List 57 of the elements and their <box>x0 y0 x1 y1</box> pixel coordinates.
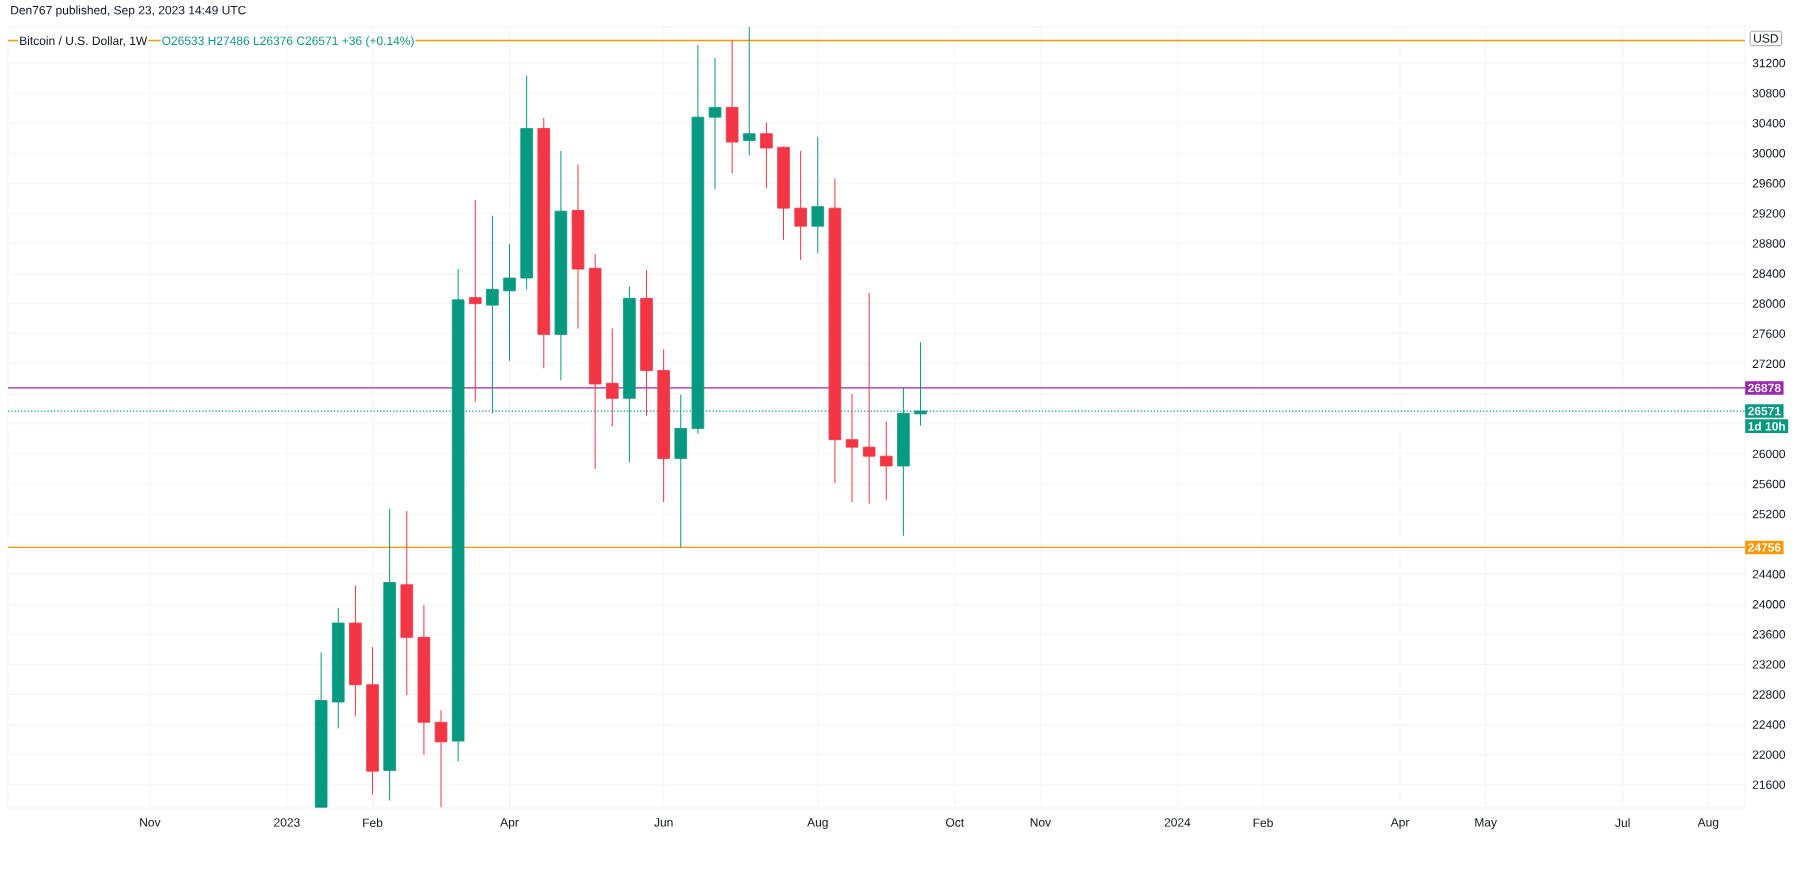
x-tick-label: Apr <box>1390 818 1410 829</box>
text: 1d 10h <box>1748 421 1785 431</box>
y-tick-label: 30400 <box>1752 118 1786 128</box>
x-tick-label: Aug <box>807 818 828 829</box>
x-tick-label: Feb <box>363 818 383 828</box>
y-axis-title: USD <box>1754 34 1778 43</box>
y-tick-label: 27200 <box>1752 359 1786 369</box>
x-tick-label: Nov <box>140 818 161 827</box>
y-tick-label: 22800 <box>1752 690 1786 699</box>
candlestick <box>486 215 499 414</box>
y-tick-label: 25600 <box>1752 479 1786 489</box>
x-tick-label: Jun <box>654 818 673 827</box>
x-tick-label: 2024 <box>1164 818 1191 827</box>
y-tick-label: 30800 <box>1752 88 1786 98</box>
x-tick-label: Oct <box>946 818 965 827</box>
x-tick-label: Aug <box>1697 818 1719 829</box>
y-tick-label: 28000 <box>1752 299 1786 308</box>
candlestick <box>845 393 859 503</box>
y-tick-label: 21600 <box>1752 780 1786 789</box>
y-tick-label: 28400 <box>1752 269 1786 278</box>
candlestick <box>760 121 773 190</box>
x-tick-label: Apr <box>500 818 519 829</box>
chart-title: Den767 published, Sep 23, 2023 14:49 UTC <box>11 5 246 17</box>
candlestick <box>794 150 807 261</box>
y-tick-label: 28800 <box>1752 239 1786 248</box>
ref-line-label: 24756 <box>1748 543 1781 552</box>
y-tick-label: 29600 <box>1752 179 1786 188</box>
candlestick <box>434 709 448 808</box>
x-tick-label: May <box>1475 818 1497 829</box>
x-tick-label: Feb <box>1253 818 1273 828</box>
y-tick-label: 22400 <box>1752 720 1786 729</box>
y-tick-label: 24000 <box>1752 600 1786 609</box>
y-tick-label: 22000 <box>1752 750 1786 759</box>
text: Bitcoin / U.S. Dollar, 1W <box>20 36 148 47</box>
y-tick-label: 23200 <box>1752 660 1786 669</box>
candlestick <box>880 421 893 501</box>
y-tick-label: 24400 <box>1752 569 1786 579</box>
y-tick-label: 27600 <box>1752 329 1786 338</box>
y-tick-label: 31200 <box>1752 58 1786 68</box>
candlestick <box>811 136 825 254</box>
x-tick-label: Jul <box>1615 818 1630 828</box>
candlestick <box>606 327 619 427</box>
y-tick-label: 26000 <box>1752 449 1786 459</box>
y-tick-label: 30000 <box>1752 149 1786 158</box>
annotation: O26533 H27486 L26376 C26571 +36 (+0.14%) <box>162 36 414 48</box>
x-tick-label: 2023 <box>274 818 300 827</box>
candlestick <box>743 26 756 157</box>
ref-line-label: 26571 <box>1748 406 1781 416</box>
candlestick <box>469 199 482 403</box>
x-tick-label: Nov <box>1030 818 1052 827</box>
y-tick-label: 29200 <box>1752 209 1786 218</box>
y-tick-label: 25200 <box>1752 509 1786 519</box>
candlestick <box>503 243 516 362</box>
y-tick-label: 23600 <box>1752 630 1786 639</box>
ref-line-label: 26878 <box>1748 383 1781 393</box>
candlestick <box>708 57 722 190</box>
candlestick <box>862 292 876 505</box>
